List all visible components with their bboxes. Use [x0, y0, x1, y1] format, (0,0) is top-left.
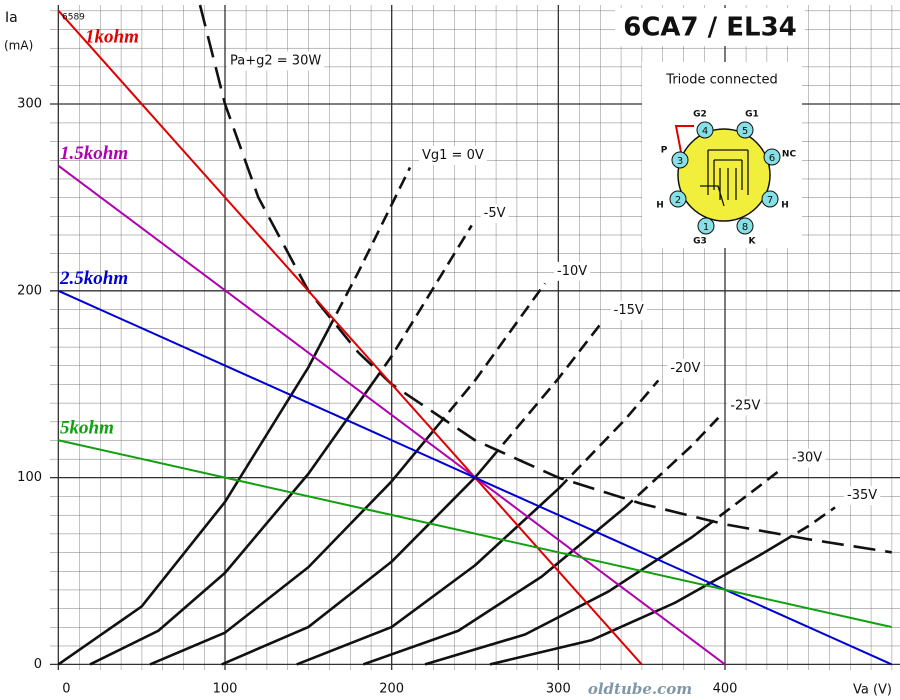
grid-curve	[149, 282, 547, 666]
grid-curve	[57, 166, 412, 666]
curve-label: -30V	[792, 451, 822, 466]
x-tick-label: 0	[62, 682, 70, 697]
tube-pin-name: G2	[693, 110, 707, 120]
tube-pin-number: 6	[769, 153, 775, 164]
y-tick-label: 0	[34, 657, 42, 672]
curve-layer	[57, 4, 893, 666]
tube-pin-name: K	[749, 237, 757, 247]
x-tick-label: 300	[546, 682, 571, 697]
grid-curve	[424, 469, 781, 666]
curve-label: -15V	[614, 303, 644, 318]
x-axis-label: Va (V)	[853, 683, 892, 698]
load-line-label: 1kohm	[85, 26, 139, 47]
dissipation-curve	[198, 4, 892, 554]
tube-title: Triode connected	[665, 73, 777, 88]
tube-pin	[736, 121, 754, 139]
curve-label-bg	[667, 358, 704, 378]
load-line	[58, 439, 892, 629]
y-axis-unit: (mA)	[4, 39, 33, 53]
dissipation-label: Pa+g2 = 30W	[230, 54, 321, 69]
y-tick-label: 200	[17, 283, 42, 298]
curve-label-bg	[844, 485, 881, 505]
curve-label-bg	[789, 448, 826, 468]
curve-label: -5V	[484, 206, 506, 221]
tube-pin	[671, 151, 689, 169]
load-line	[57, 9, 643, 666]
tube-pin-name: P	[661, 146, 668, 156]
grid-curve	[221, 321, 603, 666]
load-line	[57, 164, 726, 666]
tube-pin	[697, 217, 715, 235]
tube-pin	[696, 121, 714, 139]
tube-pin-number: 7	[767, 195, 773, 206]
load-line-label: 5kohm	[60, 418, 114, 439]
curve-label: Vg1 = 0V	[422, 148, 484, 163]
tube-pin-number: 3	[677, 156, 683, 167]
load-line-label: 2.5kohm	[59, 268, 128, 289]
tube-pin-number: 1	[703, 222, 709, 233]
title-box	[615, 8, 805, 46]
load-line-label: 1.5kohm	[60, 143, 128, 164]
label-layer: 0 100 200 300 0 100 200 300 400 Pa+g2 = 30W Vg1 = …	[17, 26, 881, 697]
curve-label: -35V	[847, 488, 877, 503]
curve-label-bg	[227, 51, 325, 71]
tube-pin-number: 2	[675, 195, 681, 206]
y-tick-label: 300	[17, 97, 42, 112]
y-tick-label: 100	[17, 470, 42, 485]
tube-pin-number: 8	[742, 222, 748, 233]
grid-curve	[489, 506, 836, 666]
grid-curve	[296, 379, 660, 666]
watermark: oldtube.com	[588, 680, 692, 698]
curve-label: -25V	[730, 398, 760, 413]
tube-pin-name: G1	[745, 110, 759, 120]
x-tick-label: 200	[379, 682, 404, 697]
tube-electrodes	[700, 149, 749, 207]
tube-pin	[669, 190, 687, 208]
grid-curve	[362, 416, 720, 666]
figure-code: 6589	[62, 13, 85, 23]
tube-pin-name: NC	[782, 150, 797, 160]
curve-label-bg	[727, 396, 764, 416]
tube-pin	[761, 190, 779, 208]
curve-label: -20V	[670, 361, 700, 376]
curve-label: -10V	[557, 264, 587, 279]
chart-title: 6CA7 / EL34	[623, 13, 797, 43]
x-tick-label: 100	[213, 682, 238, 697]
tube-pin-name: H	[656, 201, 664, 211]
x-tick-label: 400	[713, 682, 738, 697]
curve-label-bg	[480, 203, 509, 223]
tube-pin	[763, 148, 781, 166]
tube-pin-name: H	[781, 201, 789, 211]
curve-label-bg	[610, 301, 647, 321]
tube-base	[677, 128, 771, 222]
tube-pin-name: G3	[693, 237, 707, 247]
tube-pin-number: 5	[742, 126, 748, 137]
curve-label-bg	[419, 146, 487, 166]
tube-pin-number: 4	[702, 126, 708, 137]
triode-strap	[674, 125, 694, 153]
curve-label-bg	[554, 261, 591, 281]
tube-pin	[736, 217, 754, 235]
load-line	[57, 289, 893, 666]
y-axis-label: Ia	[5, 10, 18, 26]
grid-curve	[89, 224, 473, 666]
